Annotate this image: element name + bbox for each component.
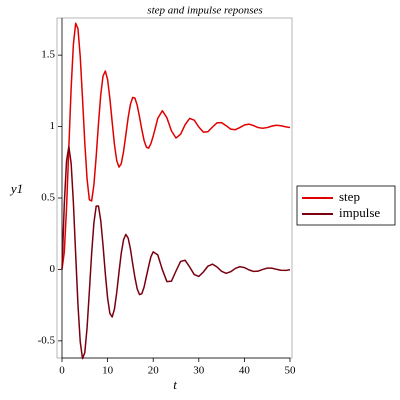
legend-label: impulse: [339, 205, 380, 220]
x-tick-label: 0: [59, 365, 65, 377]
x-axis-label: t: [173, 377, 177, 392]
y-tick-label: -0.5: [38, 334, 56, 346]
plot-frame: [56, 17, 293, 359]
legend-box: [296, 185, 396, 226]
y-axis-label: y1: [9, 181, 23, 196]
x-tick-label: 30: [193, 365, 205, 377]
series-line: [61, 145, 291, 360]
y-tick-label: 1: [50, 120, 56, 132]
y-tick-label: 0: [50, 263, 56, 275]
x-tick-label: 50: [285, 365, 297, 377]
series-line: [61, 22, 291, 270]
y-tick-label: 1.5: [41, 49, 55, 61]
x-tick-label: 20: [148, 365, 160, 377]
legend-label: step: [339, 189, 360, 204]
chart-title: step and impulse reponses: [147, 5, 262, 17]
y-tick-label: 0.5: [41, 192, 55, 204]
x-tick-label: 10: [102, 365, 114, 377]
x-tick-label: 40: [239, 365, 251, 377]
